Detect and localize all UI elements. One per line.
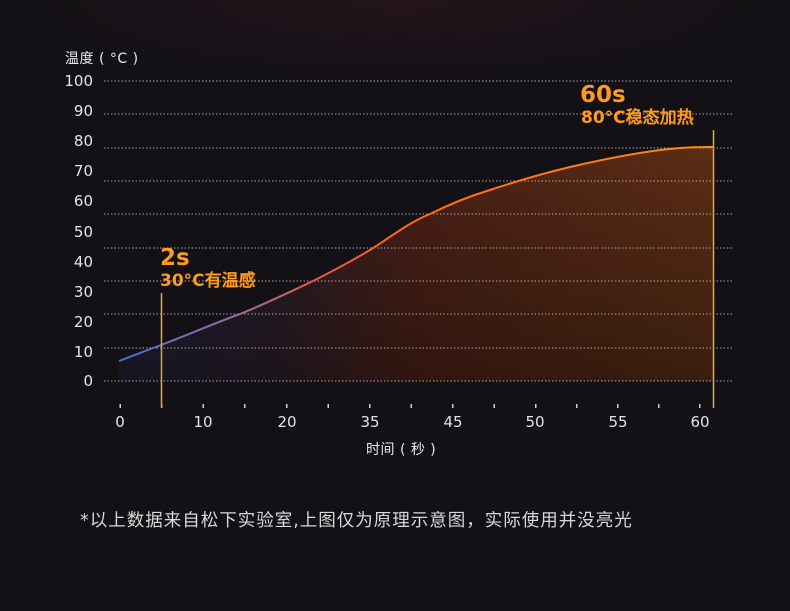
x-tick-label: 45: [443, 413, 463, 431]
temperature-line: [118, 146, 714, 362]
y-tick-label: 90: [73, 102, 93, 120]
x-tick-label: 20: [277, 413, 297, 431]
y-tick-label: 50: [73, 223, 93, 241]
y-tick-label: 20: [73, 313, 93, 331]
y-tick-label: 0: [83, 372, 93, 390]
y-tick-label: 40: [73, 253, 93, 271]
y-tick-label: 60: [73, 192, 93, 210]
annotation-start-desc: 30°C有温感: [160, 271, 256, 291]
y-tick-label: 10: [73, 343, 93, 361]
x-tick-label: 35: [360, 413, 380, 431]
y-tick-label: 70: [73, 162, 93, 180]
annotation-end-time: 60s: [580, 82, 626, 108]
y-tick-label: 100: [64, 72, 93, 90]
y-axis-title: 温度 ( °C ): [65, 51, 139, 67]
x-tick-label: 60: [690, 413, 710, 431]
y-tick-label: 80: [73, 132, 93, 150]
x-tick-label: 50: [525, 413, 545, 431]
y-tick-label: 30: [73, 283, 93, 301]
footnote: *以上数据来自松下实验室,上图仅为原理示意图，实际使用并没亮光: [80, 511, 633, 531]
x-axis-title: 时间 ( 秒 ): [366, 442, 437, 458]
annotation-start-time: 2s: [160, 245, 190, 271]
x-tick-label: 10: [193, 413, 213, 431]
x-tick-label: 55: [608, 413, 628, 431]
annotation-end-desc: 80°C稳态加热: [581, 108, 694, 128]
gridlines: [104, 80, 734, 382]
x-tick-label: 0: [115, 413, 125, 431]
x-axis-ticks: [119, 404, 701, 408]
